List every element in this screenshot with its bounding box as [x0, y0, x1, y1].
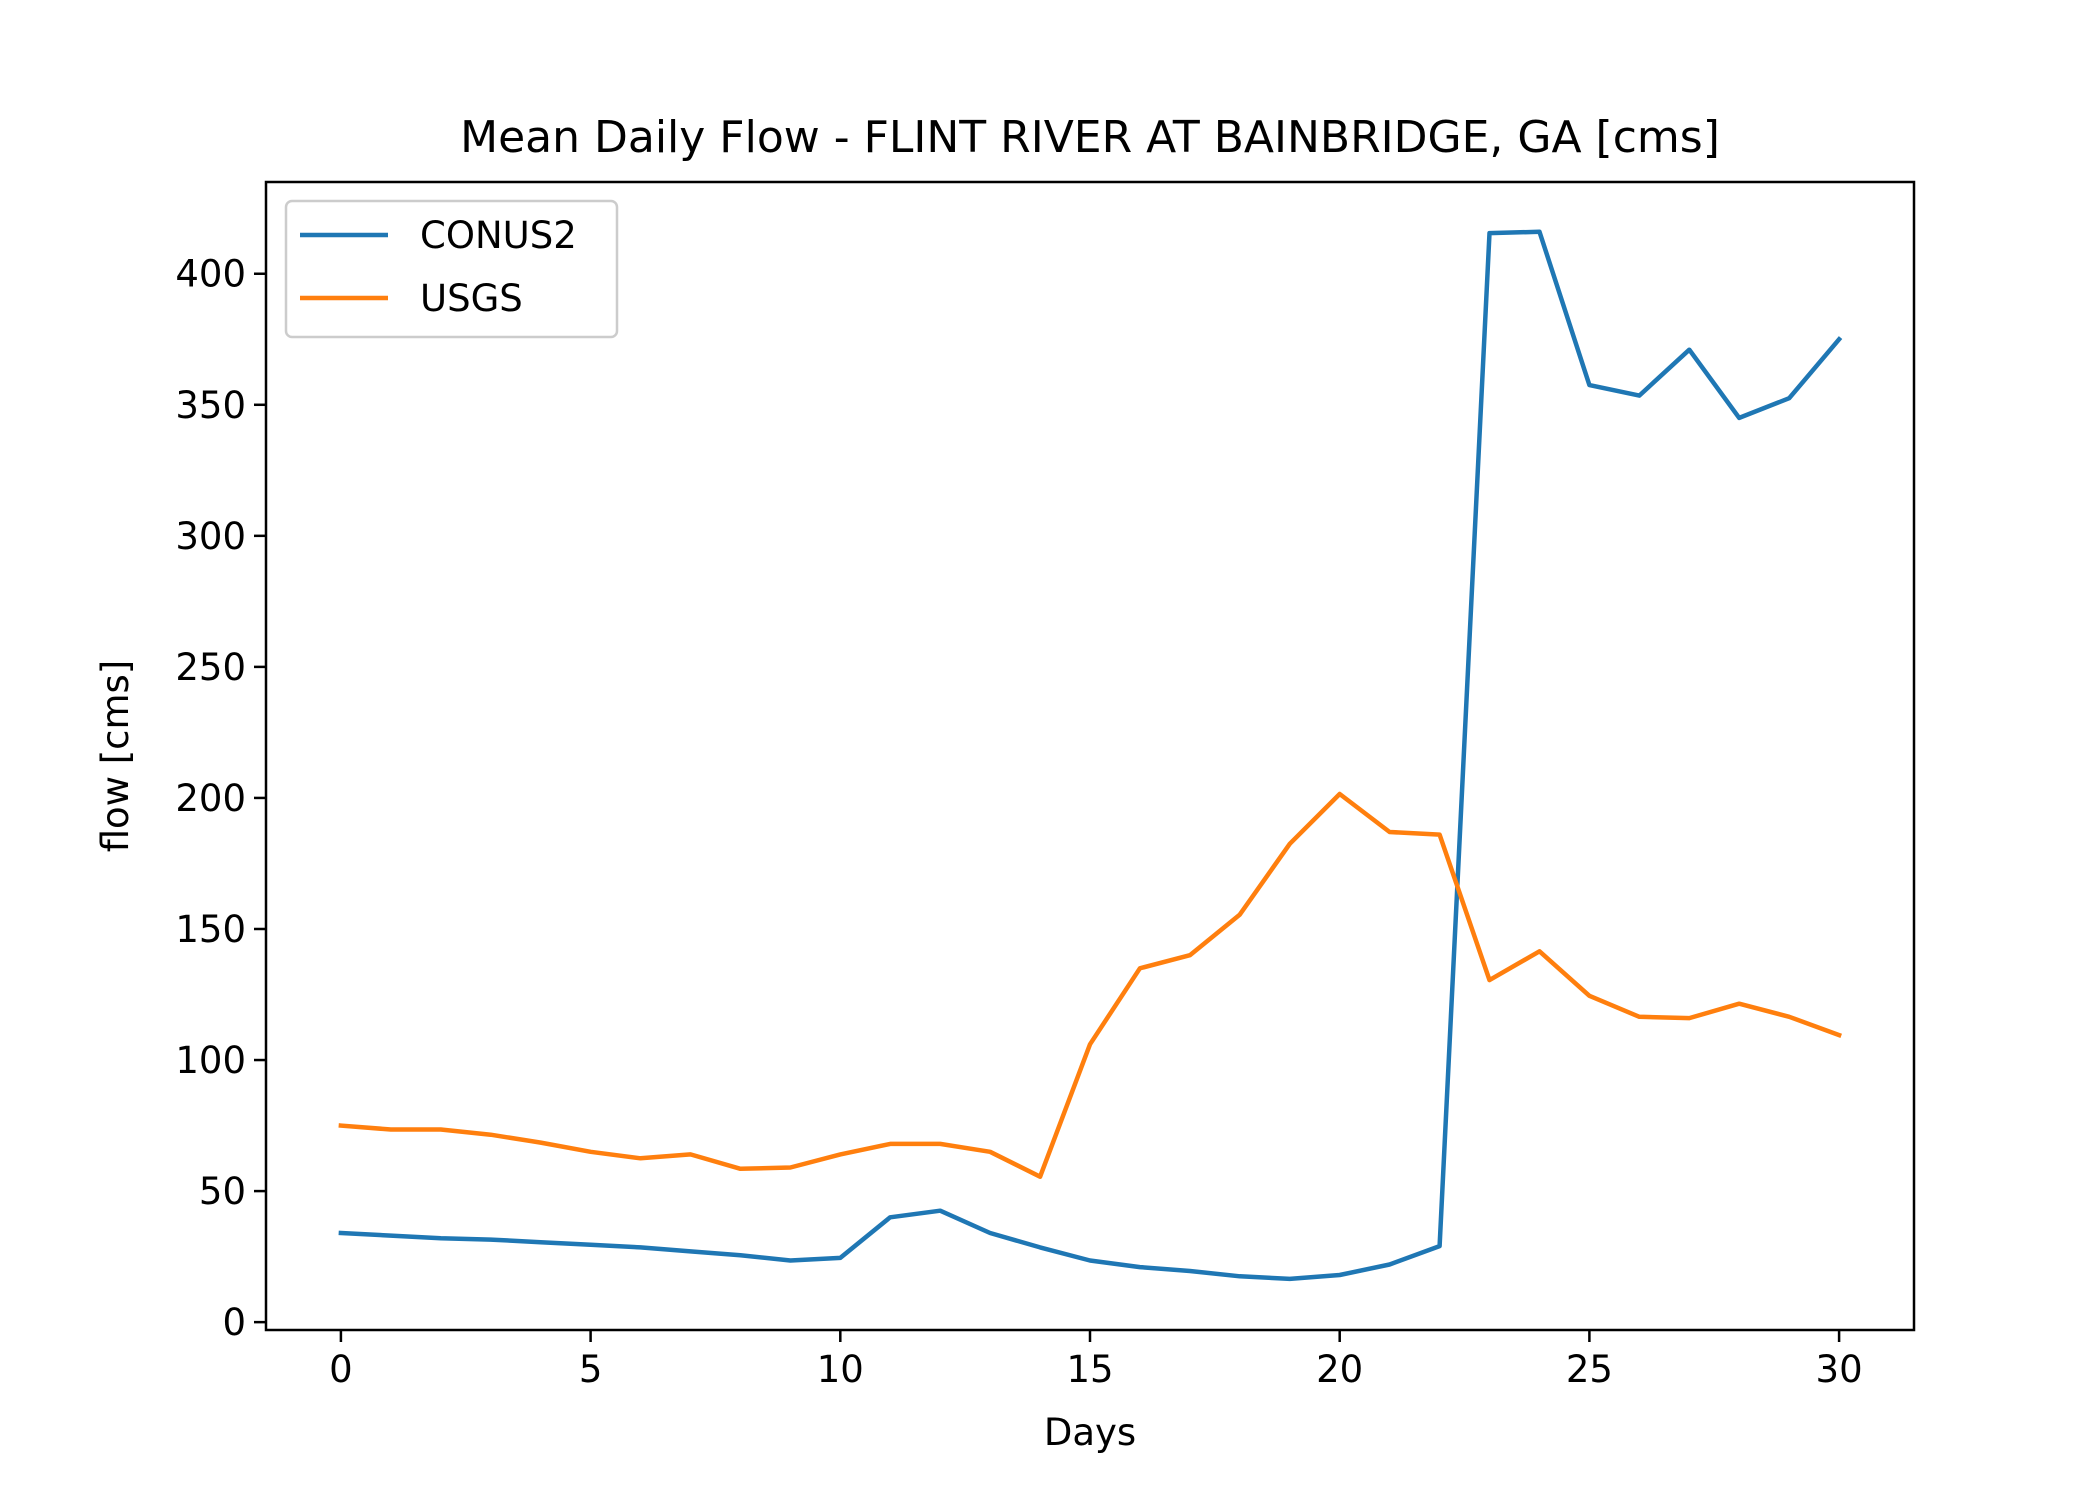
series-line-conus2	[338, 229, 1843, 1282]
y-tick-label: 350	[175, 384, 246, 427]
plot-area	[338, 229, 1843, 1282]
y-tick-label: 400	[175, 253, 246, 296]
legend-label-conus2: CONUS2	[420, 214, 577, 257]
chart-title: Mean Daily Flow - FLINT RIVER AT BAINBRI…	[460, 112, 1720, 163]
x-tick-label: 25	[1566, 1348, 1613, 1391]
y-tick-label: 0	[222, 1301, 246, 1344]
legend-label-usgs: USGS	[420, 277, 523, 320]
y-axis: 0 50 100 150 200 250 300 350 400	[175, 253, 266, 1344]
legend: CONUS2 USGS	[284, 199, 619, 339]
x-tick-label: 0	[329, 1348, 353, 1391]
x-tick-label: 10	[817, 1348, 864, 1391]
x-axis: 0 5 10 15 20 25 30	[329, 1330, 1863, 1391]
y-tick-label: 200	[175, 777, 246, 820]
x-tick-label: 15	[1066, 1348, 1113, 1391]
y-tick-label: 50	[199, 1170, 246, 1213]
x-tick-label: 20	[1316, 1348, 1363, 1391]
y-tick-label: 150	[175, 908, 246, 951]
series-line-usgs	[338, 791, 1842, 1179]
x-tick-label: 5	[579, 1348, 603, 1391]
x-tick-label: 30	[1816, 1348, 1863, 1391]
x-axis-label: Days	[1044, 1411, 1136, 1454]
y-tick-label: 100	[175, 1039, 246, 1082]
y-axis-label: flow [cms]	[94, 660, 137, 853]
y-tick-label: 300	[175, 515, 246, 558]
y-tick-label: 250	[175, 646, 246, 689]
